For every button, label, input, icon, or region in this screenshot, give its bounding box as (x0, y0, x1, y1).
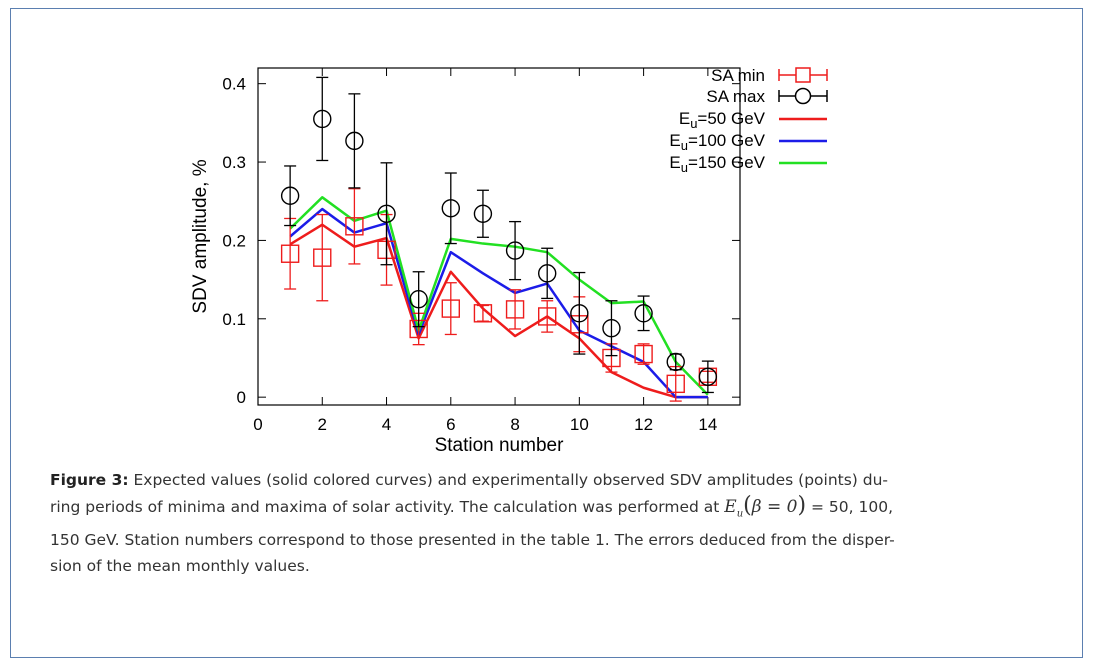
sa-max-point (377, 204, 396, 223)
sa-min-point (666, 374, 685, 394)
sa-max-point (538, 264, 557, 283)
sa-min-point (280, 244, 300, 263)
plot-area: 0 2 4 6 8 10 12 14 0 0.1 0.2 0.3 0.4 Station number SD… (190, 67, 741, 456)
chart: 0 2 4 6 8 10 12 14 0 0.1 0.2 0.3 0.4 Station number SD… (190, 66, 828, 456)
legend: SA min SA max Eu=50 GeV Eu=100 GeV Eu=15… (669, 66, 828, 175)
sa-min-point (313, 248, 332, 267)
legend-label-sa-min: SA min (711, 66, 765, 85)
sa-max-point (409, 289, 428, 309)
sa-min-point (473, 304, 493, 323)
legend-label-e50: Eu=50 GeV (679, 109, 766, 131)
caption-formula: Eu(β = 0) (724, 493, 807, 520)
y-tick-label: 0.4 (222, 75, 246, 94)
series-line-100-gev (289, 207, 708, 399)
sa-max-point (698, 367, 718, 386)
y-tick-label: 0.1 (222, 310, 246, 329)
caption-text-3: = 50, 100, (806, 498, 893, 516)
plot-frame (257, 67, 741, 406)
sa-min-point (345, 217, 364, 236)
sa-max-point (345, 131, 364, 151)
x-axis-label: Station number (435, 435, 565, 456)
series-line-150-gev (289, 196, 709, 396)
x-tick-label: 10 (570, 415, 589, 434)
sa-max-point (313, 109, 332, 129)
sa-max-point (441, 199, 460, 218)
x-tick-label: 4 (382, 415, 391, 434)
figure-caption: Figure 3: Expected values (solid colored… (50, 467, 1050, 579)
sa-max-point (505, 241, 525, 260)
sa-max-point (634, 304, 653, 323)
x-tick-label: 14 (698, 415, 717, 434)
sa-min-point (441, 299, 460, 318)
x-tick-label: 8 (510, 415, 519, 434)
sa-max-point (280, 186, 300, 205)
legend-label-e100: Eu=100 GeV (669, 131, 765, 153)
x-tick-label: 6 (446, 415, 455, 434)
figure-frame (10, 8, 1083, 658)
y-tick-label: 0 (237, 388, 246, 407)
legend-label-sa-max: SA max (706, 87, 765, 106)
caption-label: Figure 3: (50, 471, 129, 489)
caption-text-1: Expected values (solid colored curves) a… (128, 471, 889, 489)
x-tick-label: 0 (253, 415, 262, 434)
legend-label-e150: Eu=150 GeV (669, 153, 765, 175)
legend-swatch-sa-min (778, 67, 828, 83)
sa-max-point (602, 318, 621, 338)
caption-text-4: 150 GeV. Station numbers correspond to t… (50, 531, 895, 550)
series-line-50-gev (289, 223, 708, 399)
caption-text-2: ring periods of minima and maxima of sol… (50, 498, 725, 516)
x-tick-label: 12 (634, 415, 653, 434)
sa-min-point (634, 344, 653, 364)
y-axis-label: SDV amplitude, % (190, 159, 211, 313)
caption-text-5: sion of the mean monthly values. (50, 557, 310, 576)
sa-max-point (666, 352, 685, 372)
sa-max-point (570, 304, 589, 323)
x-tick-label: 2 (318, 415, 327, 434)
legend-swatch-sa-max (778, 87, 828, 105)
sa-min-point (505, 300, 525, 319)
y-tick-label: 0.3 (222, 153, 246, 172)
sa-max-point (473, 204, 493, 223)
sa-min-point (538, 307, 557, 326)
y-tick-label: 0.2 (222, 231, 246, 250)
